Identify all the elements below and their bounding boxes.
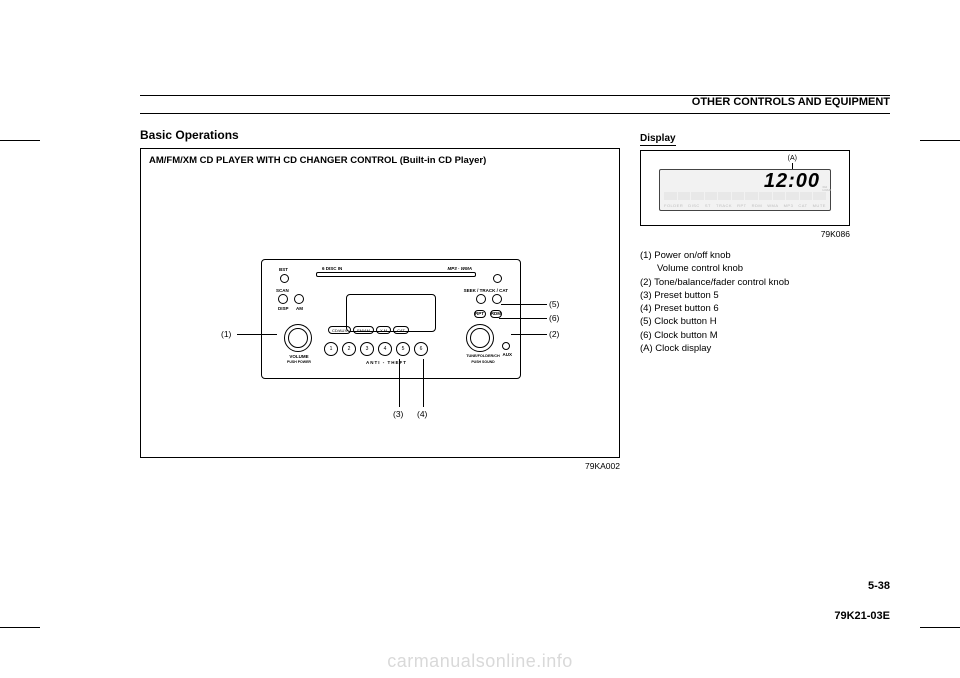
lcd-rpt: RPT [737, 203, 747, 208]
mode-xm: X M [376, 326, 391, 334]
preset-row: 1 2 3 4 5 6 [324, 342, 428, 356]
lcd-rdm: RDM [752, 203, 763, 208]
preset-4: 4 [378, 342, 392, 356]
load-button [493, 274, 502, 283]
lcd-folder: FOLDER [664, 203, 683, 208]
scan-btn-2 [294, 294, 304, 304]
aux-label: AUX [502, 352, 512, 357]
tune-sub: PUSH SOUND [466, 360, 500, 364]
volume-label: VOLUME [284, 354, 314, 359]
legend-list: (1) Power on/off knob Volume control kno… [640, 249, 890, 355]
leader-1 [237, 334, 277, 335]
mode-cd-aux: CD/AUX [328, 326, 351, 334]
figure-code-left: 79KA002 [140, 461, 620, 471]
lcd-ch-load: CH LOAD [823, 186, 832, 192]
left-column: Basic Operations AM/FM/XM CD PLAYER WITH… [140, 128, 620, 471]
page-number: 5-38 [868, 580, 890, 592]
callout-1: (1) [221, 329, 231, 339]
scan-label: SCAN [276, 288, 289, 293]
radio-inner: 6 DISC IN MP3 · WMA BST SCAN DISP AM SEE… [266, 264, 516, 374]
figure-title: AM/FM/XM CD PLAYER WITH CD CHANGER CONTR… [141, 149, 619, 172]
lcd-mute: MUTE [813, 203, 826, 208]
volume-sub: PUSH POWER [280, 360, 318, 364]
seek-down [476, 294, 486, 304]
callout-4: (4) [417, 409, 427, 419]
callout-6: (6) [549, 313, 559, 323]
figure-code-right: 79K086 [640, 229, 850, 239]
rpt-label: RPT [475, 311, 484, 316]
rdm-label: RDM [491, 311, 501, 316]
callout-a: (A) [788, 155, 797, 162]
legend-2: (2) Tone/balance/fader control knob [640, 276, 890, 289]
tune-knob [466, 324, 494, 352]
legend-4: (4) Preset button 6 [640, 302, 890, 315]
lcd-disc: DISC [688, 203, 700, 208]
lcd-st: ST [705, 203, 711, 208]
lcd-cat: CAT [798, 203, 807, 208]
anti-theft-label: ANTI - THEFT [366, 360, 407, 365]
legend-1: (1) Power on/off knob [640, 249, 890, 262]
display-heading: Display [640, 133, 676, 146]
display-figure: (A) 12:00 FOLDER DISC ST TRACK RPT RDM W… [640, 150, 850, 226]
crop-mark [0, 627, 40, 628]
figure-box: AM/FM/XM CD PLAYER WITH CD CHANGER CONTR… [140, 148, 620, 458]
label-6-disc-in: 6 DISC IN [322, 266, 342, 271]
cd-slot [316, 272, 476, 277]
lcd-indicator-labels: FOLDER DISC ST TRACK RPT RDM WMA MP3 CAT… [664, 203, 826, 208]
lcd-screen: 12:00 FOLDER DISC ST TRACK RPT RDM WMA M… [659, 169, 831, 211]
section-header-wrap: OTHER CONTROLS AND EQUIPMENT [140, 95, 890, 114]
preset-5: 5 [396, 342, 410, 356]
aux-jack [502, 342, 510, 350]
legend-6: (6) Clock button M [640, 329, 890, 342]
page-content: OTHER CONTROLS AND EQUIPMENT Basic Opera… [140, 95, 890, 638]
callout-3: (3) [393, 409, 403, 419]
leader-4 [423, 359, 424, 407]
seek-up [492, 294, 502, 304]
content-columns: Basic Operations AM/FM/XM CD PLAYER WITH… [140, 128, 890, 471]
right-column: Display (A) 12:00 FOLDER DISC ST TRACK R… [640, 128, 890, 471]
section-header: OTHER CONTROLS AND EQUIPMENT [140, 95, 890, 110]
crop-mark [0, 140, 40, 141]
seek-label: SEEK / TRACK / CAT [464, 288, 508, 293]
legend-5: (5) Clock button H [640, 315, 890, 328]
eject-label: BST [279, 267, 288, 272]
leader-5 [501, 304, 547, 305]
preset-3: 3 [360, 342, 374, 356]
leader-3 [399, 359, 400, 407]
preset-6: 6 [414, 342, 428, 356]
scan-btn2-label: AM [296, 306, 303, 311]
clock-readout: 12:00 [764, 170, 820, 193]
mode-fm-am: FM/AM [353, 326, 374, 334]
scan-btn-1 [278, 294, 288, 304]
lcd-mp3: MP3 [784, 203, 794, 208]
leader-6 [499, 318, 547, 319]
crop-mark [920, 140, 960, 141]
watermark: carmanualsonline.info [0, 651, 960, 672]
crop-mark [920, 627, 960, 628]
callout-2: (2) [549, 329, 559, 339]
callout-5: (5) [549, 299, 559, 309]
tune-label: TUNE/FOLDER/CH [458, 354, 508, 358]
basic-operations-heading: Basic Operations [140, 128, 620, 142]
doc-code: 79K21-03E [834, 610, 890, 622]
preset-2: 2 [342, 342, 356, 356]
scan-btn1-label: DISP [278, 306, 289, 311]
leader-2 [511, 334, 547, 335]
radio-unit: 6 DISC IN MP3 · WMA BST SCAN DISP AM SEE… [261, 259, 521, 379]
legend-1b: Volume control knob [640, 262, 890, 275]
volume-knob [284, 324, 312, 352]
lcd-track: TRACK [716, 203, 732, 208]
mode-cat: CAT [393, 326, 409, 334]
lcd-wma: WMA [767, 203, 778, 208]
preset-1: 1 [324, 342, 338, 356]
mode-buttons: CD/AUX FM/AM X M CAT [328, 326, 409, 334]
legend-a: (A) Clock display [640, 342, 890, 355]
legend-3: (3) Preset button 5 [640, 289, 890, 302]
preset-ghost-row [664, 192, 826, 200]
eject-button [280, 274, 289, 283]
label-mp3-wma: MP3 · WMA [448, 266, 473, 271]
